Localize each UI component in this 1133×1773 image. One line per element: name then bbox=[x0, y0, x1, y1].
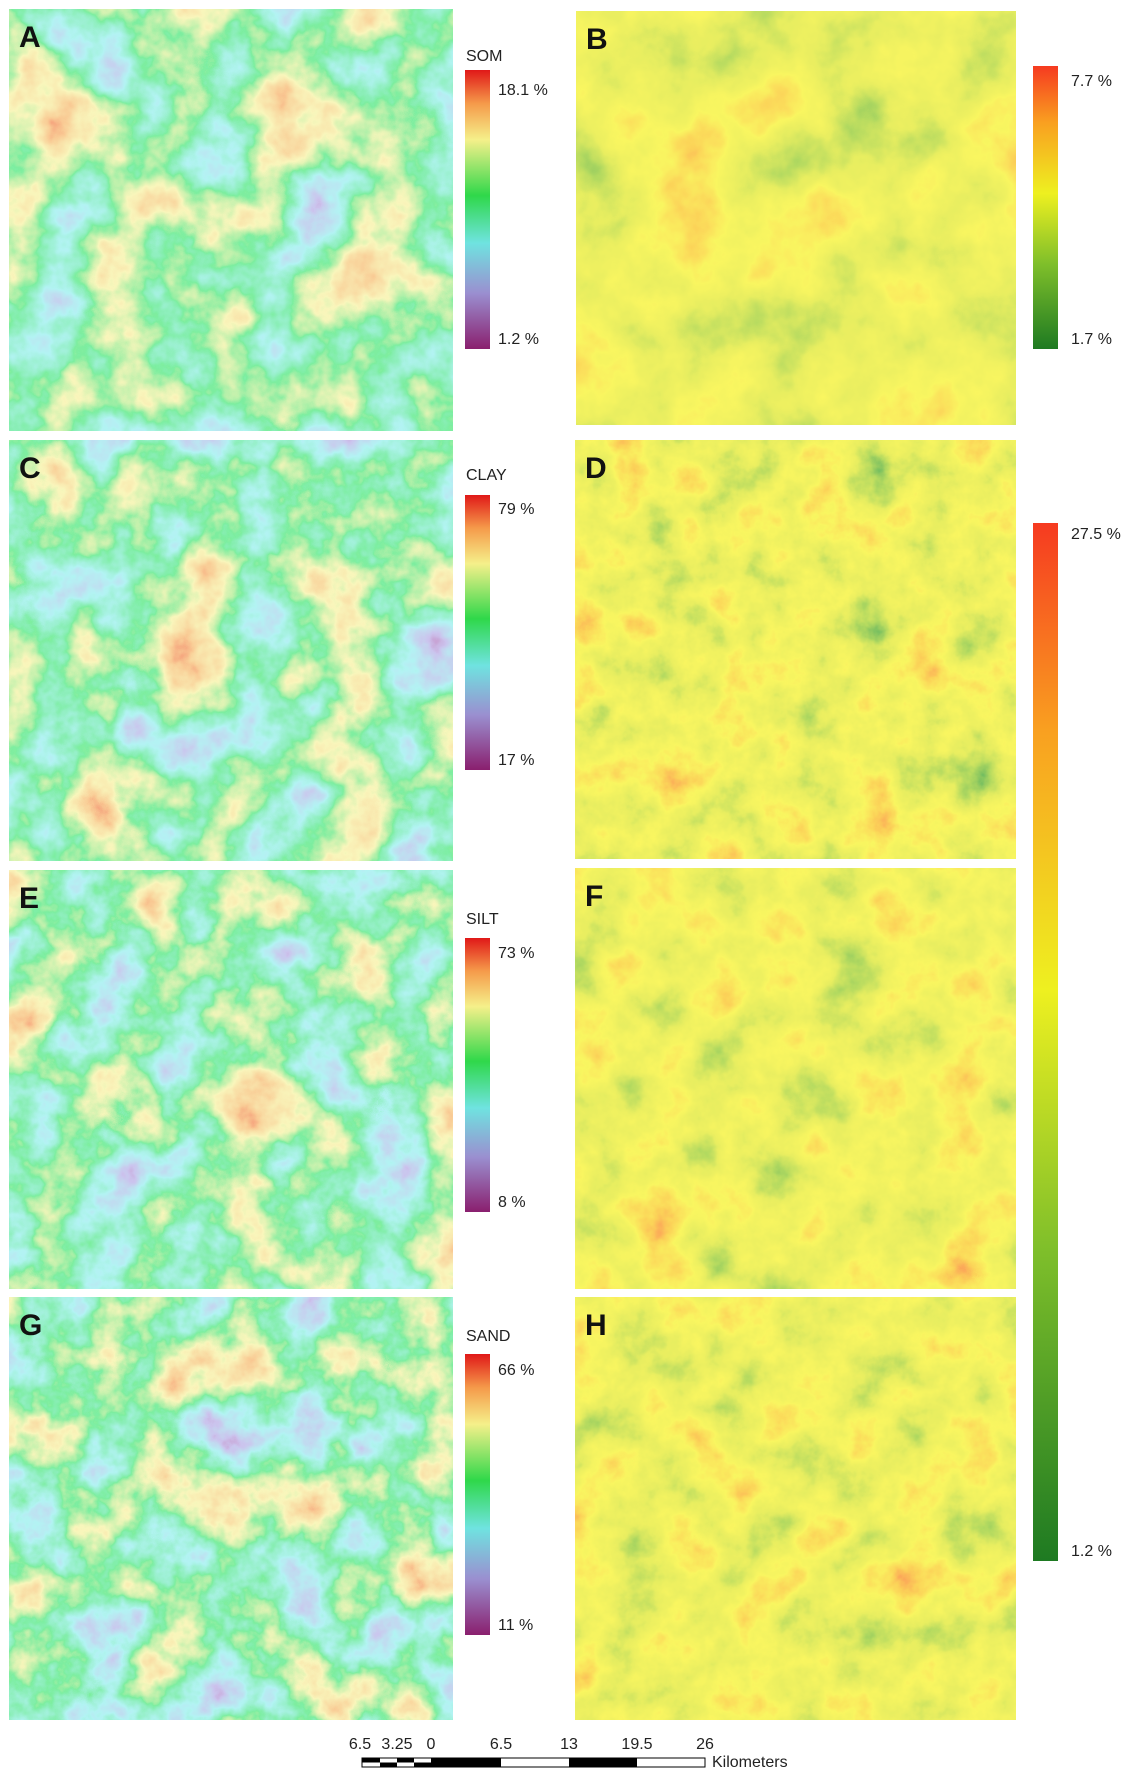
map-panel bbox=[576, 11, 1016, 425]
panel-letter: A bbox=[19, 21, 41, 54]
legend-min: 1.2 % bbox=[1071, 1543, 1112, 1560]
legend-title: SOM bbox=[466, 48, 502, 65]
map-panel bbox=[9, 1297, 453, 1720]
scale-label: 3.25 bbox=[381, 1736, 412, 1753]
legend-min: 17 % bbox=[498, 752, 534, 769]
scale-label: 6.5 bbox=[349, 1736, 371, 1753]
legend-bar bbox=[465, 938, 490, 1212]
scale-unit: Kilometers bbox=[712, 1754, 788, 1771]
legend-min: 11 % bbox=[498, 1617, 533, 1634]
legend-bar bbox=[465, 495, 490, 770]
legend-min: 8 % bbox=[498, 1194, 526, 1211]
legend-title: SAND bbox=[466, 1328, 510, 1345]
scale-label: 26 bbox=[696, 1736, 714, 1753]
legend-bar bbox=[465, 70, 490, 349]
legend-title: CLAY bbox=[466, 467, 507, 484]
scale-label: 6.5 bbox=[490, 1736, 512, 1753]
legend-max: 7.7 % bbox=[1071, 73, 1112, 90]
legend-bar bbox=[1033, 66, 1058, 349]
scale-label: 19.5 bbox=[621, 1736, 652, 1753]
map-panel bbox=[575, 868, 1016, 1289]
legend-max: 79 % bbox=[498, 501, 534, 518]
legend-min: 1.2 % bbox=[498, 331, 539, 348]
map-panel bbox=[575, 1297, 1016, 1720]
panel-letter: H bbox=[585, 1309, 607, 1342]
map-panel bbox=[9, 870, 453, 1289]
scale-label: 13 bbox=[560, 1736, 578, 1753]
legend-bar bbox=[465, 1354, 490, 1635]
panel-letter: G bbox=[19, 1309, 42, 1342]
legend-title: SILT bbox=[466, 911, 499, 928]
legend-bar bbox=[1033, 523, 1058, 1561]
map-panel bbox=[575, 440, 1016, 859]
scale-bar bbox=[361, 1757, 706, 1768]
map-panel bbox=[9, 440, 453, 861]
panel-letter: F bbox=[585, 880, 603, 913]
panel-letter: D bbox=[585, 452, 607, 485]
panel-letter: E bbox=[19, 882, 39, 915]
legend-max: 73 % bbox=[498, 945, 534, 962]
legend-max: 18.1 % bbox=[498, 82, 548, 99]
panel-letter: B bbox=[586, 23, 608, 56]
legend-max: 27.5 % bbox=[1071, 526, 1121, 543]
legend-min: 1.7 % bbox=[1071, 331, 1112, 348]
map-panel bbox=[9, 9, 453, 431]
panel-letter: C bbox=[19, 452, 41, 485]
scale-label: 0 bbox=[427, 1736, 436, 1753]
legend-max: 66 % bbox=[498, 1362, 534, 1379]
